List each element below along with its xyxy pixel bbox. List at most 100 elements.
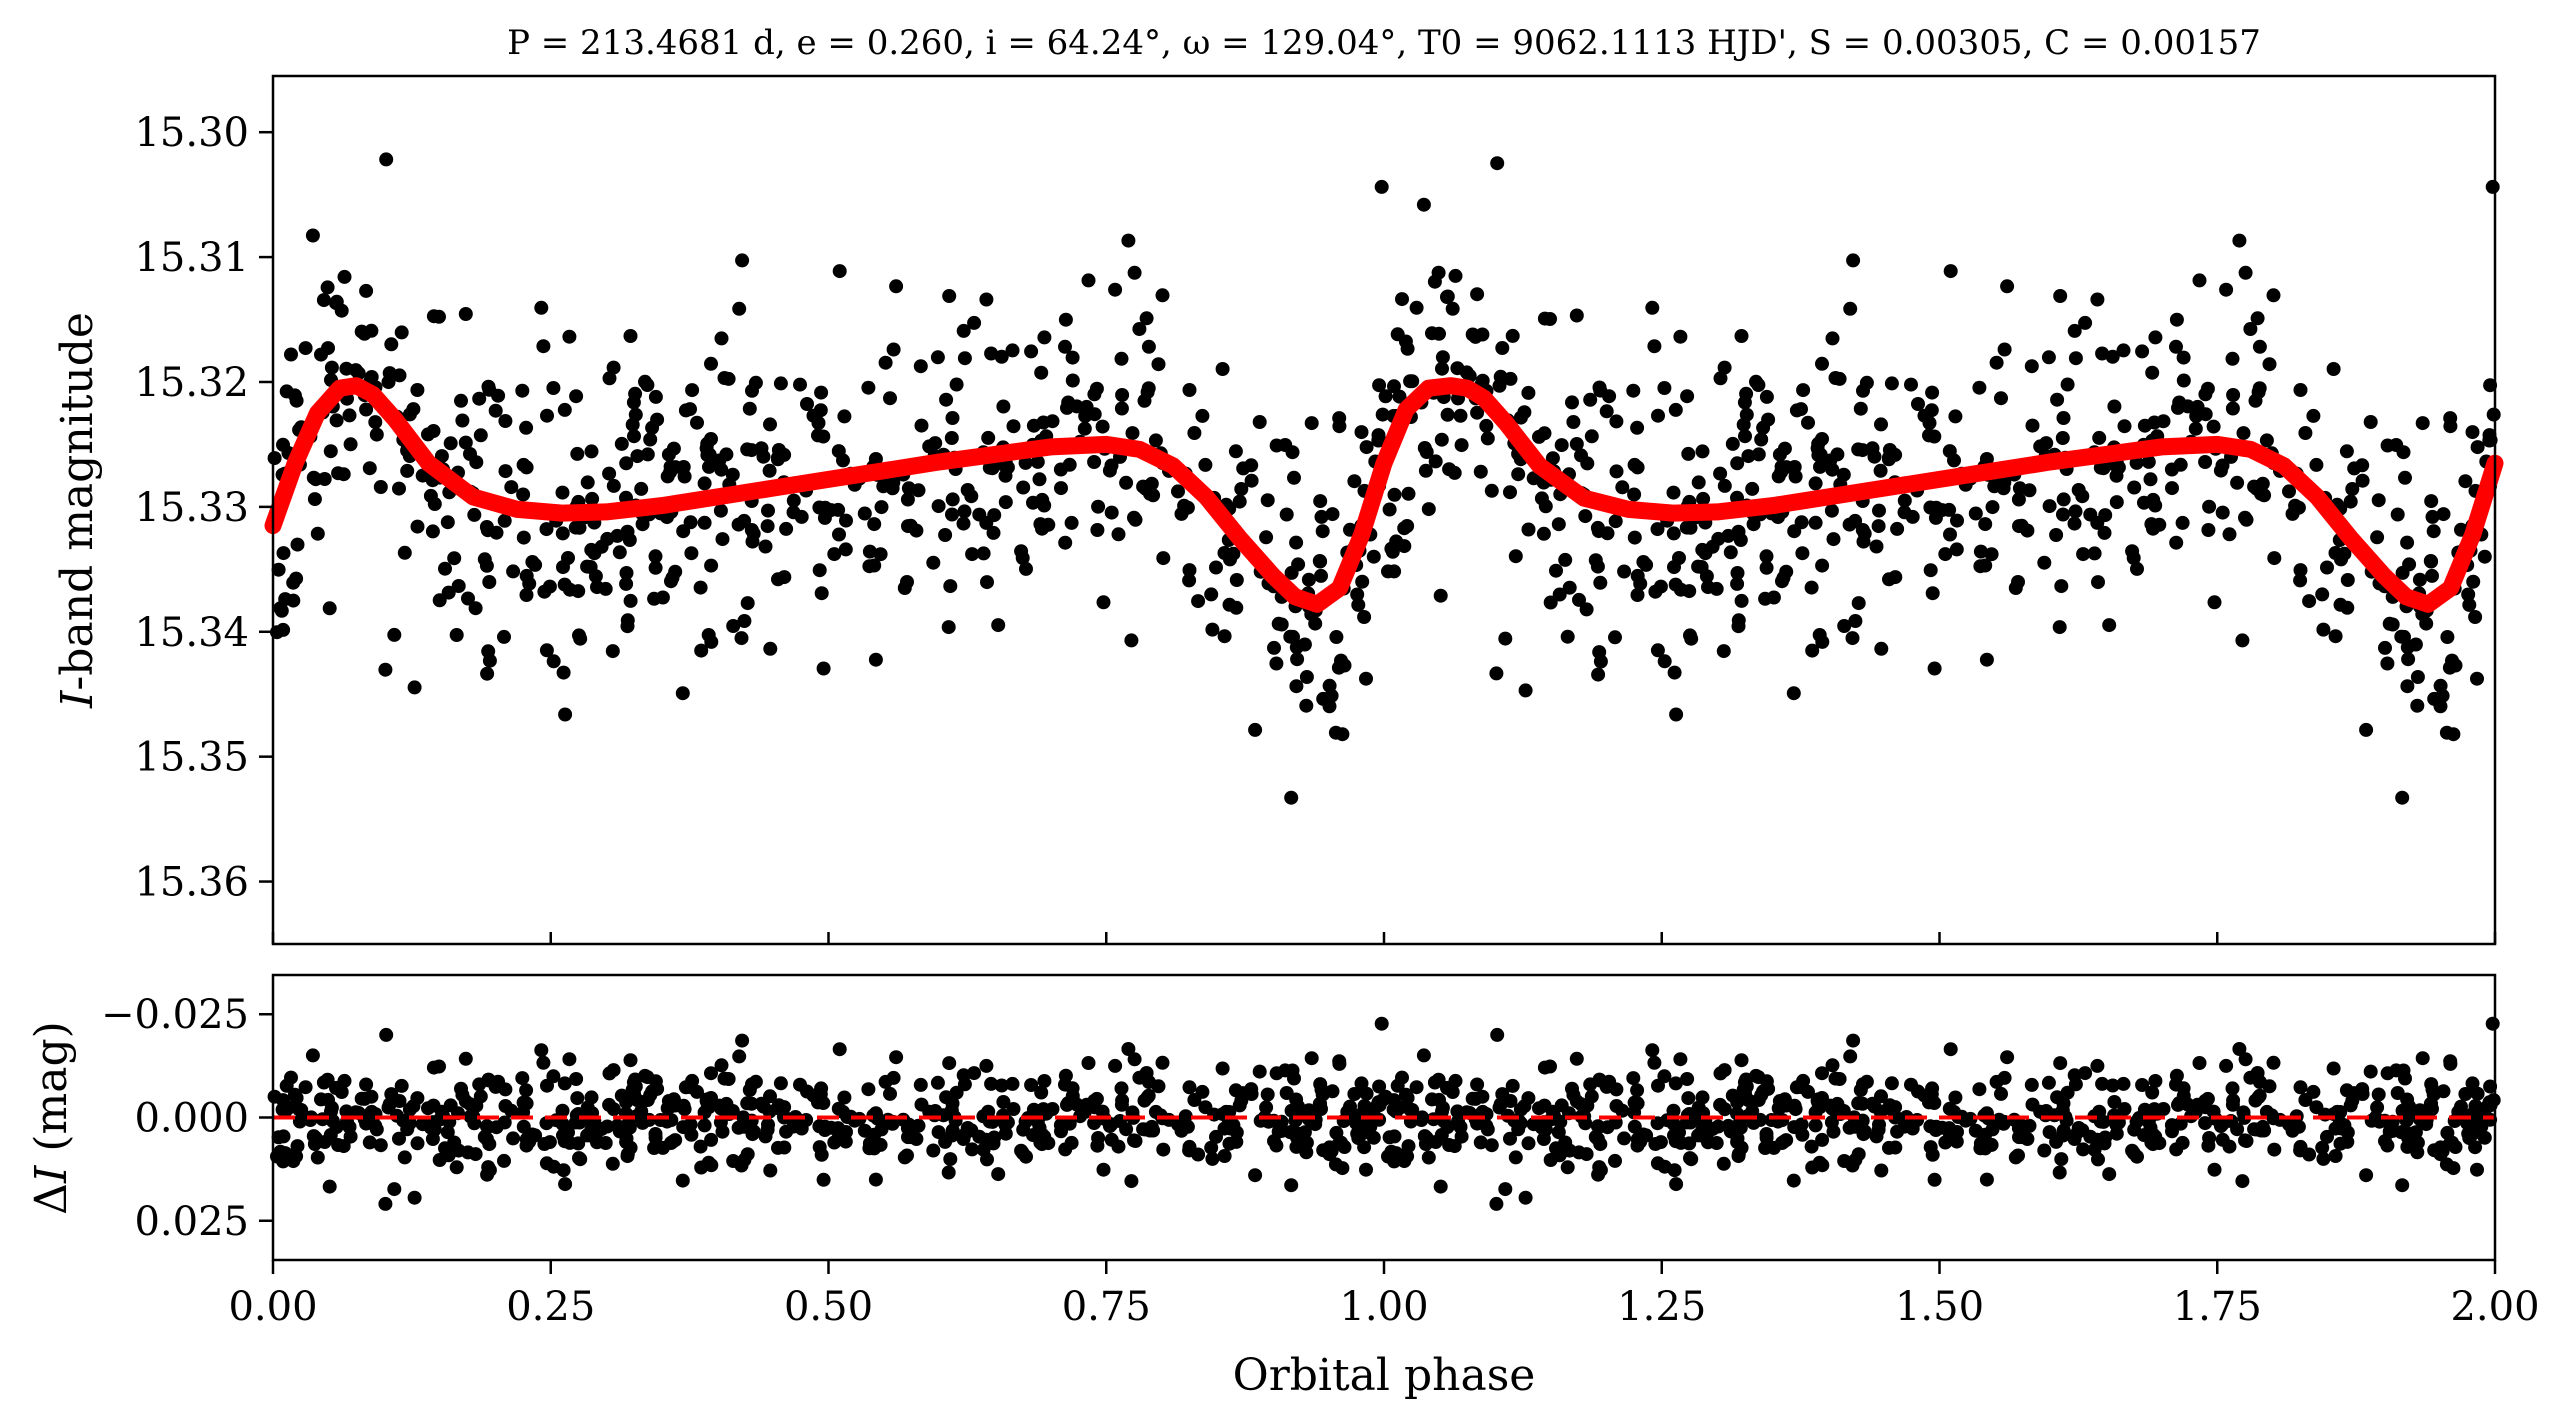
data-point-965 (1874, 641, 1889, 656)
residual-point-548 (1104, 1132, 1119, 1147)
data-point-1140 (1454, 438, 1469, 453)
data-point-761 (1968, 506, 1983, 521)
data-point-1146 (1405, 374, 1420, 389)
residual-point-633 (758, 1129, 773, 1144)
residual-point-602 (334, 1085, 349, 1099)
residual-point-886 (2328, 1149, 2343, 1163)
data-point-981 (2385, 617, 2400, 632)
residual-point-1198 (1856, 1127, 1871, 1142)
data-point-195 (434, 449, 449, 464)
data-point-439 (276, 546, 291, 561)
data-point-907 (2096, 461, 2111, 476)
data-point-726 (2037, 555, 2052, 570)
data-point-617 (539, 643, 554, 658)
data-point-294 (984, 346, 999, 361)
data-point-484 (1329, 630, 1344, 644)
data-point-86 (926, 555, 941, 570)
data-point-1043 (1450, 361, 1465, 376)
residual-point-512 (317, 1135, 332, 1149)
data-point-175 (397, 545, 412, 560)
data-point-912 (1470, 287, 1485, 302)
data-point-413 (697, 515, 712, 530)
residual-point-1223 (1608, 1153, 1622, 1168)
data-point-1220 (2008, 581, 2023, 595)
data-point-168 (684, 546, 699, 561)
residual-point-815 (1508, 1150, 1523, 1165)
data-point-1199 (1558, 552, 1573, 567)
data-point-1129 (1865, 441, 1880, 456)
data-point-1224 (1815, 356, 1829, 371)
data-point-75 (1058, 339, 1072, 354)
data-point-225 (426, 309, 441, 324)
residual-point-1054 (2232, 1042, 2247, 1056)
residual-point-912 (1470, 1077, 1485, 1092)
residual-point-731 (2022, 1118, 2037, 1133)
residual-point-603 (1209, 1129, 1223, 1144)
data-point-1253 (2236, 426, 2251, 441)
residual-point-224 (1096, 1162, 1111, 1177)
residual-point-617 (539, 1156, 554, 1171)
data-point-1030 (1673, 582, 1688, 597)
data-point-570 (1137, 393, 1152, 408)
residual-point-1061 (1739, 1072, 1754, 1087)
residual-point-1210 (2248, 1093, 2263, 1108)
data-point-987 (1434, 432, 1449, 447)
residual-point-517 (324, 1100, 339, 1115)
data-point-1261 (1521, 522, 1536, 537)
data-point-1027 (1873, 463, 1888, 478)
data-point-686 (1630, 588, 1645, 602)
data-point-412 (1141, 339, 1156, 354)
data-point-23 (1359, 440, 1374, 455)
residual-point-350 (889, 1050, 904, 1065)
residual-point-1146 (1405, 1103, 1420, 1117)
data-point-568 (991, 618, 1006, 633)
residual-point-405 (818, 1119, 833, 1134)
residual-point-1247 (1717, 1102, 1732, 1117)
residual-point-637 (491, 1074, 506, 1089)
data-point-727 (1830, 447, 1845, 462)
data-point-614 (278, 592, 293, 607)
data-point-33 (546, 381, 561, 395)
data-point-729 (1997, 342, 2012, 357)
data-point-159 (1148, 433, 1163, 448)
data-point-580 (897, 581, 912, 595)
residual-point-487 (627, 1086, 641, 1101)
residual-point-1179 (1716, 1156, 1731, 1171)
residual-point-237 (515, 1071, 530, 1086)
residual-point-762 (2148, 1074, 2163, 1088)
data-point-663 (2470, 440, 2485, 455)
residual-point-1170 (2020, 1132, 2035, 1146)
data-point-1164 (1731, 619, 1746, 634)
residual-point-1117 (2238, 1133, 2252, 1148)
data-point-1150 (1480, 431, 1495, 446)
data-point-1232 (2359, 722, 2374, 737)
data-point-725 (1696, 491, 1711, 506)
residual-point-1157 (1435, 1100, 1450, 1115)
residual-point-1124 (2440, 1125, 2455, 1140)
residual-point-1260 (1554, 1098, 1569, 1113)
residual-point-520 (1260, 1087, 1275, 1102)
data-point-507 (562, 329, 577, 344)
data-point-390 (562, 582, 577, 597)
data-point-275 (1244, 458, 1259, 473)
data-point-980 (2363, 415, 2378, 429)
bottom-y-tick-label-2: 0.025 (134, 1199, 249, 1245)
residual-point-972 (1569, 1094, 1584, 1109)
data-point-1275 (1846, 253, 1861, 268)
residual-point-635 (735, 1033, 750, 1048)
data-point-383 (683, 515, 698, 530)
residual-point-1194 (1872, 1117, 1886, 1132)
residual-point-621 (410, 1136, 425, 1151)
data-point-931 (1630, 420, 1645, 435)
residual-point-168 (684, 1127, 699, 1142)
residual-point-1191 (2337, 1118, 2352, 1133)
data-point-315 (1171, 484, 1185, 499)
data-point-648 (2302, 594, 2317, 609)
data-point-488 (573, 631, 588, 646)
data-point-1268 (2446, 727, 2461, 742)
data-point-1258 (2164, 462, 2179, 477)
data-point-1198 (1856, 534, 1871, 549)
data-point-594 (306, 470, 321, 485)
residual-point-1065 (2090, 1058, 2105, 1073)
residual-point-475 (556, 1128, 570, 1143)
